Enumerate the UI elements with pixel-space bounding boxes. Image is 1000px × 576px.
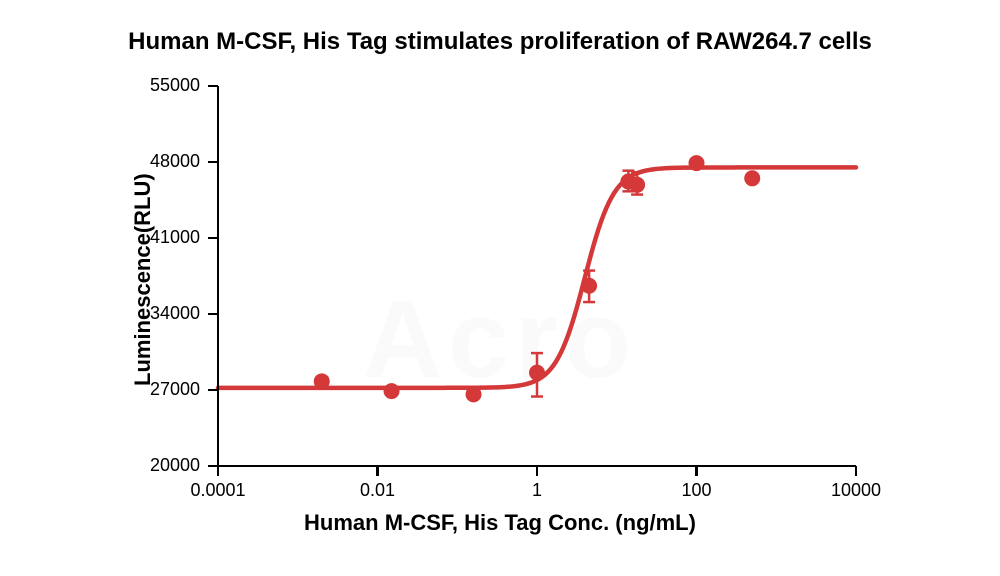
- y-tick-label: 48000: [150, 151, 200, 172]
- data-marker: [744, 170, 760, 186]
- y-tick-label: 34000: [150, 303, 200, 324]
- data-marker: [581, 278, 597, 294]
- data-marker: [529, 365, 545, 381]
- y-axis-line: [217, 86, 220, 466]
- data-marker: [466, 386, 482, 402]
- x-axis-label: Human M-CSF, His Tag Conc. (ng/mL): [0, 510, 1000, 536]
- chart-plot-area: 0.00010.01110010000200002700034000410004…: [218, 86, 856, 466]
- x-tick-label: 10000: [816, 480, 896, 501]
- y-tick: [208, 313, 218, 316]
- data-marker: [629, 177, 645, 193]
- y-tick: [208, 161, 218, 164]
- y-tick-label: 27000: [150, 379, 200, 400]
- x-tick-label: 100: [657, 480, 737, 501]
- x-tick-label: 0.01: [338, 480, 418, 501]
- y-tick: [208, 237, 218, 240]
- y-tick-label: 41000: [150, 227, 200, 248]
- x-tick-label: 1: [497, 480, 577, 501]
- data-marker: [314, 373, 330, 389]
- x-tick: [855, 466, 858, 476]
- y-tick: [208, 465, 218, 468]
- y-tick: [208, 389, 218, 392]
- data-marker: [384, 383, 400, 399]
- x-tick: [695, 466, 698, 476]
- x-tick: [376, 466, 379, 476]
- y-tick-label: 55000: [150, 75, 200, 96]
- x-tick-label: 0.0001: [178, 480, 258, 501]
- y-axis-label: Luminescence(RLU): [130, 173, 156, 386]
- chart-svg: [218, 86, 856, 466]
- x-tick: [217, 466, 220, 476]
- x-tick: [536, 466, 539, 476]
- data-marker: [689, 155, 705, 171]
- y-tick-label: 20000: [150, 455, 200, 476]
- y-tick: [208, 85, 218, 88]
- chart-title: Human M-CSF, His Tag stimulates prolifer…: [0, 28, 1000, 56]
